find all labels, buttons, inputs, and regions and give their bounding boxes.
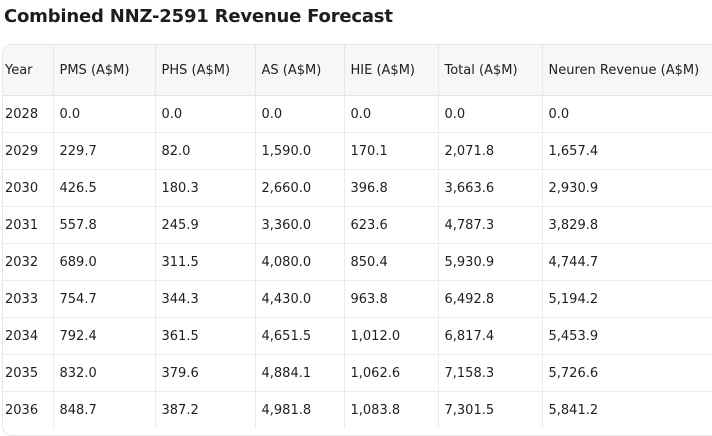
table-row: 2032 689.0 311.5 4,080.0 850.4 5,930.9 4,744.7 (3, 243, 712, 281)
cell-phs: 0.0 (154, 95, 255, 133)
table-row: 2034 792.4 361.5 4,651.5 1,012.0 6,817.4 5,453… (3, 317, 712, 355)
cell-as: 4,651.5 (254, 317, 344, 355)
cell-phs: 387.2 (154, 391, 255, 428)
cell-pms: 0.0 (52, 95, 155, 133)
cell-phs: 245.9 (154, 206, 255, 244)
table-row: 2035 832.0 379.6 4,884.1 1,062.6 7,158.3 5,726… (3, 354, 712, 392)
cell-total: 3,663.6 (437, 169, 542, 207)
cell-as: 3,360.0 (254, 206, 344, 244)
column-header-hie[interactable]: HIE (A$M) (343, 45, 438, 96)
cell-neuren-revenue: 0.0 (541, 95, 712, 133)
cell-phs: 180.3 (154, 169, 255, 207)
cell-hie: 170.1 (343, 132, 438, 170)
cell-hie: 1,012.0 (343, 317, 438, 355)
table-body: 2028 0.0 0.0 0.0 0.0 0.0 0.0 2029 229.7 82.0 1,590… (3, 95, 712, 428)
cell-phs: 379.6 (154, 354, 255, 392)
column-header-neuren-revenue[interactable]: Neuren Revenue (A$M) (541, 45, 712, 96)
column-header-total[interactable]: Total (A$M) (437, 45, 542, 96)
cell-as: 1,590.0 (254, 132, 344, 170)
forecast-table: Year PMS (A$M) PHS (A$M) AS (A$M) HIE (A… (3, 45, 712, 428)
cell-phs: 361.5 (154, 317, 255, 355)
cell-year: 2031 (3, 206, 53, 244)
table-row: 2031 557.8 245.9 3,360.0 623.6 4,787.3 3,829.8 (3, 206, 712, 244)
cell-neuren-revenue: 3,829.8 (541, 206, 712, 244)
cell-neuren-revenue: 5,726.6 (541, 354, 712, 392)
table-row: 2033 754.7 344.3 4,430.0 963.8 6,492.8 5,194.2 (3, 280, 712, 318)
cell-hie: 623.6 (343, 206, 438, 244)
cell-year: 2036 (5, 402, 39, 418)
cell-neuren-revenue: 5,194.2 (541, 280, 712, 318)
cell-as: 4,430.0 (254, 280, 344, 318)
cell-neuren-revenue: 2,930.9 (541, 169, 712, 207)
forecast-table-container: Year PMS (A$M) PHS (A$M) AS (A$M) HIE (A… (2, 44, 712, 436)
cell-pms: 689.0 (52, 243, 155, 281)
cell-total: 5,930.9 (437, 243, 542, 281)
cell-total: 7,158.3 (437, 354, 542, 392)
cell-pms: 848.7 (52, 391, 155, 428)
table-row: 2029 229.7 82.0 1,590.0 170.1 2,071.8 1,657.4 (3, 132, 712, 170)
column-header-as[interactable]: AS (A$M) (254, 45, 344, 96)
cell-year: 2032 (3, 243, 53, 281)
cell-as: 4,884.1 (254, 354, 344, 392)
cell-year: 2028 (3, 95, 53, 133)
cell-hie: 1,083.8 (343, 391, 438, 428)
column-header-phs[interactable]: PHS (A$M) (154, 45, 255, 96)
cell-hie: 396.8 (343, 169, 438, 207)
table-header-row: Year PMS (A$M) PHS (A$M) AS (A$M) HIE (A… (3, 45, 712, 96)
table-row: 2028 0.0 0.0 0.0 0.0 0.0 0.0 (3, 95, 712, 133)
cell-phs: 344.3 (154, 280, 255, 318)
cell-neuren-revenue: 1,657.4 (541, 132, 712, 170)
cell-as: 0.0 (254, 95, 344, 133)
cell-pms: 426.5 (52, 169, 155, 207)
cell-pms: 229.7 (52, 132, 155, 170)
cell-phs: 311.5 (154, 243, 255, 281)
cell-hie: 0.0 (343, 95, 438, 133)
cell-phs: 82.0 (154, 132, 255, 170)
cell-pms: 792.4 (52, 317, 155, 355)
cell-hie: 1,062.6 (343, 354, 438, 392)
cell-pms: 754.7 (52, 280, 155, 318)
cell-neuren-revenue: 4,744.7 (541, 243, 712, 281)
cell-as: 4,981.8 (254, 391, 344, 428)
cell-total: 4,787.3 (437, 206, 542, 244)
cell-hie: 850.4 (343, 243, 438, 281)
cell-year: 2029 (3, 132, 53, 170)
column-header-year[interactable]: Year (3, 45, 53, 96)
cell-year: 2035 (3, 354, 53, 392)
cell-total: 7,301.5 (437, 391, 542, 428)
cell-year: 2034 (3, 317, 53, 355)
cell-neuren-revenue: 5,841.2 (541, 391, 712, 428)
page-title: Combined NNZ-2591 Revenue Forecast (4, 6, 393, 27)
cell-as: 4,080.0 (254, 243, 344, 281)
cell-pms: 557.8 (52, 206, 155, 244)
cell-hie: 963.8 (343, 280, 438, 318)
cell-pms: 832.0 (52, 354, 155, 392)
table-row: 2030 426.5 180.3 2,660.0 396.8 3,663.6 2,930.9 (3, 169, 712, 207)
cell-total: 6,817.4 (437, 317, 542, 355)
cell-neuren-revenue: 5,453.9 (541, 317, 712, 355)
cell-total: 6,492.8 (437, 280, 542, 318)
table-row: 2036 848.7 387.2 4,981.8 1,083.8 7,301.5 5,841… (3, 391, 712, 428)
cell-total: 0.0 (437, 95, 542, 133)
cell-total: 2,071.8 (437, 132, 542, 170)
cell-year: 2030 (3, 169, 53, 207)
cell-as: 2,660.0 (254, 169, 344, 207)
cell-year: 2033 (3, 280, 53, 318)
column-header-pms[interactable]: PMS (A$M) (52, 45, 155, 96)
